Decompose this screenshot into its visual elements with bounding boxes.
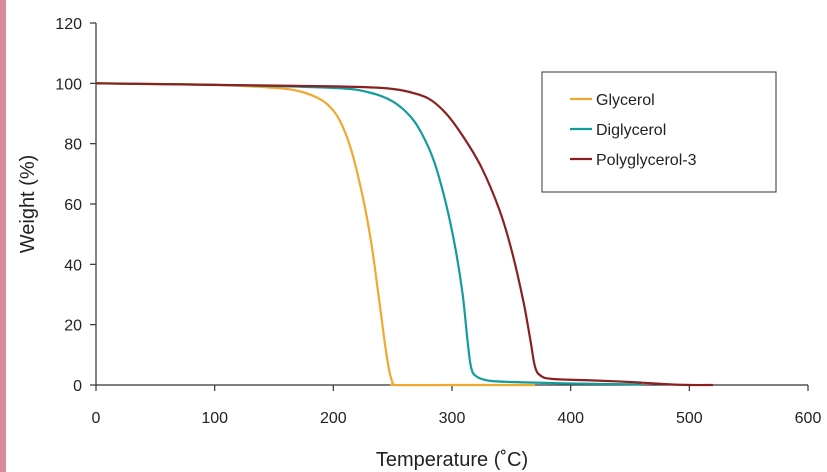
y-tick-label: 80 (64, 137, 82, 154)
x-tick-label: 200 (320, 410, 347, 427)
tick-labels: 0 20 40 60 80 100 120 0 100 200 300 400 500 600 (55, 16, 821, 427)
x-tick-label: 400 (557, 410, 584, 427)
x-tick-label: 600 (795, 410, 822, 427)
series-line-polyglycerol-3 (95, 82, 714, 387)
x-tick-label: 100 (201, 410, 228, 427)
y-tick-label: 60 (64, 197, 82, 214)
y-tick-label: 40 (64, 257, 82, 274)
y-tick-label: 0 (73, 378, 82, 395)
y-tick-label: 120 (55, 16, 82, 33)
y-axis-title: Weight (%) (17, 155, 39, 254)
series-line-diglycerol (95, 82, 642, 386)
legend: Glycerol Diglycerol Polyglycerol-3 (541, 71, 777, 193)
left-edge-strip (0, 0, 6, 472)
x-axis-title: Temperature (˚C) (376, 449, 528, 471)
y-tick-label: 100 (55, 76, 82, 93)
x-tick-label: 0 (92, 410, 101, 427)
x-tick-label: 500 (676, 410, 703, 427)
x-tick-label: 300 (439, 410, 466, 427)
series-layer (95, 82, 714, 387)
y-tick-label: 20 (64, 318, 82, 335)
legend-box (541, 71, 777, 193)
legend-label: Diglycerol (596, 122, 666, 139)
series-line-glycerol (95, 82, 536, 387)
legend-label: Glycerol (596, 92, 655, 109)
legend-label: Polyglycerol-3 (596, 152, 697, 169)
